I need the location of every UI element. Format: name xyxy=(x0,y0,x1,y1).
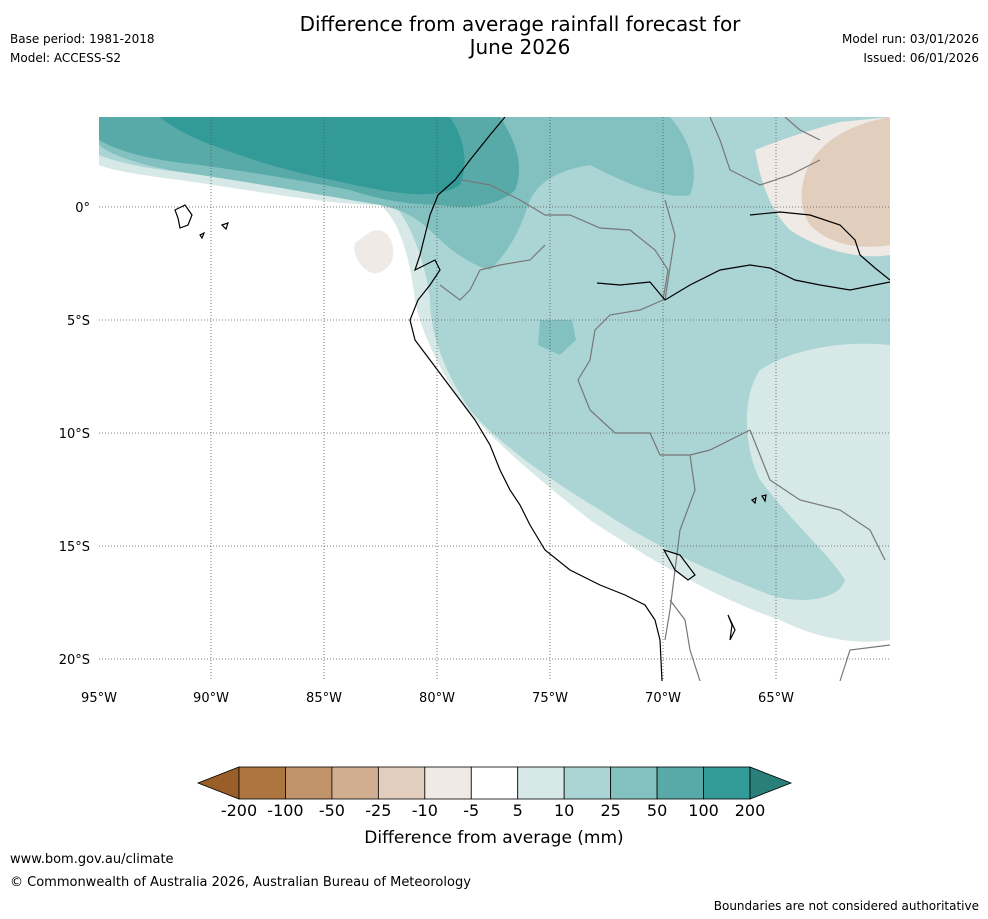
lat-tick-20s: 20°S xyxy=(59,653,90,668)
lon-tick-65w: 65°W xyxy=(758,691,794,706)
graticule xyxy=(99,117,890,681)
colorbar-tick-9: 50 xyxy=(647,801,667,820)
colorbar-label: Difference from average (mm) xyxy=(364,828,623,848)
colorbar-extend-low xyxy=(196,766,240,800)
colorbar-tick-11: 200 xyxy=(735,801,766,820)
colorbar-tick-5: -5 xyxy=(463,801,479,820)
model-text: Model: ACCESS-S2 xyxy=(10,51,122,65)
colorbar-tick-4: -10 xyxy=(412,801,438,820)
colorbar-swatch-2 xyxy=(331,766,379,800)
colorbar-swatch-6 xyxy=(517,766,565,800)
copyright-text: © Commonwealth of Australia 2026, Austra… xyxy=(10,875,471,890)
lon-tick-90w: 90°W xyxy=(193,691,229,706)
lon-tick-70w: 70°W xyxy=(645,691,681,706)
map-title: Difference from average rainfall forecas… xyxy=(230,13,810,59)
colorbar: -200 -100 -50 -25 -10 -5 5 10 25 50 100 200 xyxy=(196,766,793,820)
lat-tick-10s: 10°S xyxy=(59,427,90,442)
lat-tick-5s: 5°S xyxy=(67,314,90,329)
colorbar-swatch-0 xyxy=(238,766,286,800)
lon-tick-85w: 85°W xyxy=(306,691,342,706)
lon-tick-75w: 75°W xyxy=(532,691,568,706)
colorbar-tick-8: 25 xyxy=(600,801,620,820)
colorbar-swatch-10 xyxy=(703,766,751,800)
website-text: www.bom.gov.au/climate xyxy=(10,852,174,867)
lon-tick-80w: 80°W xyxy=(419,691,455,706)
colorbar-swatch-7 xyxy=(563,766,612,800)
disclaimer-text: Boundaries are not considered authoritat… xyxy=(713,899,979,913)
lat-tick-0: 0° xyxy=(75,201,90,216)
anomaly-band-100-200 xyxy=(160,117,465,195)
colorbar-swatch-4 xyxy=(424,766,472,800)
anomaly-band-25-50-patch xyxy=(538,320,576,355)
lat-tick-15s: 15°S xyxy=(59,540,90,555)
colorbar-swatch-1 xyxy=(285,766,333,800)
lon-tick-95w: 95°W xyxy=(81,691,117,706)
title-line-1: Difference from average rainfall forecas… xyxy=(299,12,741,36)
colorbar-tick-10: 100 xyxy=(688,801,719,820)
coastlines xyxy=(174,117,890,681)
colorbar-tick-3: -25 xyxy=(365,801,391,820)
colorbar-tick-0: -200 xyxy=(221,801,257,820)
model-run-text: Model run: 03/01/2026 xyxy=(841,32,979,46)
colorbar-tick-2: -50 xyxy=(319,801,345,820)
colorbar-swatch-8 xyxy=(610,766,658,800)
anomaly-band-10-25 xyxy=(99,117,890,600)
colorbar-swatch-3 xyxy=(377,766,426,800)
map-plot-area xyxy=(99,117,890,681)
colorbar-swatch-9 xyxy=(656,766,704,800)
issued-text: Issued: 06/01/2026 xyxy=(863,51,979,65)
colorbar-extend-high xyxy=(749,766,793,800)
anomaly-dry-patch-pacific xyxy=(354,230,394,274)
country-boundaries xyxy=(439,117,890,681)
colorbar-swatch-5 xyxy=(470,766,519,800)
colorbar-tick-7: 10 xyxy=(554,801,574,820)
colorbar-tick-1: -100 xyxy=(267,801,303,820)
title-line-2: June 2026 xyxy=(469,35,571,59)
base-period-text: Base period: 1981-2018 xyxy=(10,32,155,46)
colorbar-tick-6: 5 xyxy=(513,801,523,820)
anomaly-dry-patch-northeast-inner xyxy=(801,117,890,247)
